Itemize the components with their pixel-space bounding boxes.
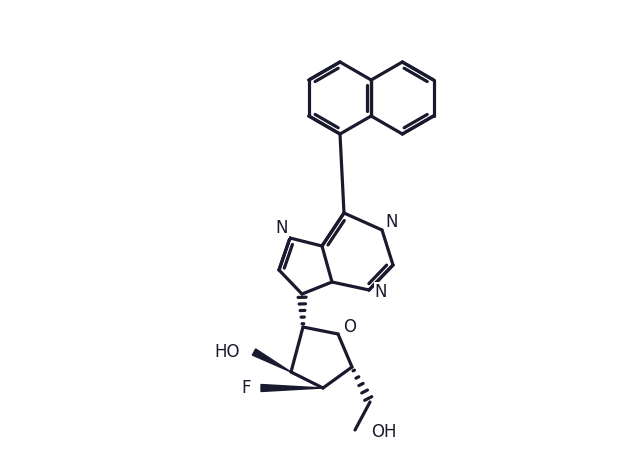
Polygon shape: [252, 349, 291, 372]
Text: O: O: [344, 318, 356, 336]
Text: N: N: [375, 283, 387, 301]
Text: F: F: [241, 379, 251, 397]
Polygon shape: [261, 384, 323, 392]
Text: N: N: [386, 213, 398, 231]
Text: HO: HO: [214, 343, 240, 361]
Text: N: N: [276, 219, 288, 237]
Text: OH: OH: [371, 423, 397, 441]
